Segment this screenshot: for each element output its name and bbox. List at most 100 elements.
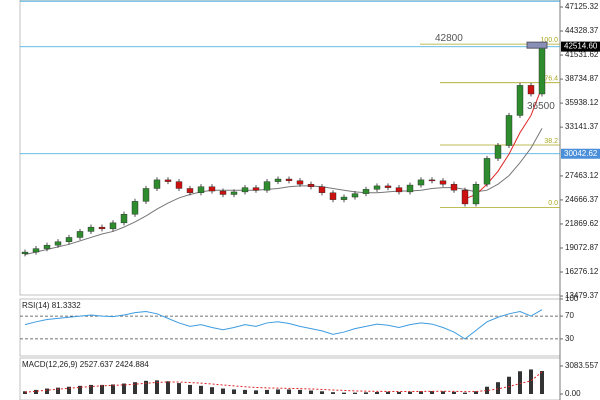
candle-body [175,181,183,189]
macd-bar [463,392,467,394]
candle-body [351,193,359,198]
macd-bar [23,391,27,394]
y-tick-label: 38734.87 [565,74,599,83]
macd-bar [265,389,269,394]
macd-bar [342,392,346,394]
macd-bar [309,390,313,394]
candle-body [142,188,150,202]
fibo-label: 76.4 [544,76,558,83]
macd-bar [474,391,478,394]
candle-body [153,179,161,189]
macd-bar [144,380,148,394]
y-tick-label: 70 [565,311,574,320]
panel-title: MACD(12,26,9) 2527.637 2424.884 [22,360,149,369]
macd-bar [353,392,357,394]
candle-body [120,214,128,224]
macd-bar [34,389,38,394]
candle-body [395,187,403,193]
macd-bar [386,391,390,394]
candle-body [296,180,304,185]
candle-body [65,237,73,242]
macd-bar [419,391,423,394]
macd-bar [199,385,203,394]
price-label-box [561,148,600,159]
candle-body [384,185,392,188]
price-label: 30042.62 [564,149,598,158]
macd-bar [452,391,456,394]
candle-body [307,183,315,187]
macd-bar [408,391,412,394]
fibo-label: 100.0 [540,37,558,44]
candle-body [21,251,29,254]
price-annotation: 42800 [435,33,463,44]
candle-body [472,183,480,205]
y-tick-label: 3083.557 [565,361,599,370]
candle-body [98,226,106,230]
candle-body [109,222,117,230]
macd-bar [221,388,225,394]
y-tick-label: 21869.62 [565,219,599,228]
macd-bar [100,384,104,394]
candle-body [263,181,271,191]
macd-bar [276,389,280,394]
macd-bar [177,383,181,394]
macd-bar [210,387,214,394]
candle-body [516,85,524,116]
macd-bar [496,382,500,394]
y-tick-label: 44328.37 [565,26,599,35]
fibo-label: 0.0 [548,200,558,207]
candle-body [439,180,447,185]
macd-bar [320,391,324,394]
price-annotation: 36500 [527,101,555,112]
candle-body [406,184,414,193]
candle-body [428,179,436,182]
candle-body [285,178,293,181]
candle-body [230,191,238,195]
macd-bar [243,389,247,394]
macd-bar [56,387,60,394]
macd-bar [298,389,302,394]
y-tick-label: 24666.37 [565,195,599,204]
candle-body [32,248,40,253]
macd-bar [529,369,533,394]
candle-body [54,241,62,246]
candle-body [164,179,172,182]
candle-body [197,186,205,193]
y-tick-label: 27463.12 [565,171,599,180]
candle-body [329,192,337,200]
y-tick-label: 16276.12 [565,267,599,276]
candle-body [494,145,502,159]
candle-body [274,178,282,182]
candle-body [483,158,491,185]
macd-bar [67,386,71,394]
y-tick-label: 0.00 [565,389,581,398]
candle-body [527,85,535,95]
candle-body [76,231,84,238]
macd-bar [441,391,445,394]
candle-body [208,186,216,192]
candle-body [318,186,326,193]
candle-body [450,183,458,191]
macd-bar [133,382,137,394]
y-tick-label: 47125.32 [565,2,599,11]
candle-body [219,190,227,195]
macd-bar [111,384,115,394]
y-tick-label: 30 [565,334,574,343]
macd-bar [485,386,489,394]
candle-body [505,115,513,146]
macd-bar [254,390,258,394]
macd-bar [188,384,192,394]
macd-bar [232,389,236,394]
y-tick-label: 33141.37 [565,122,599,131]
y-tick-label: 100 [565,294,579,303]
candle-body [241,187,249,193]
candle-body [252,187,260,191]
macd-bar [155,380,159,394]
candle-body [538,46,546,95]
macd-bar [375,392,379,394]
macd-bar [507,376,511,394]
candle-body [43,244,51,249]
candle-body [373,185,381,190]
rsi-line [24,309,543,340]
